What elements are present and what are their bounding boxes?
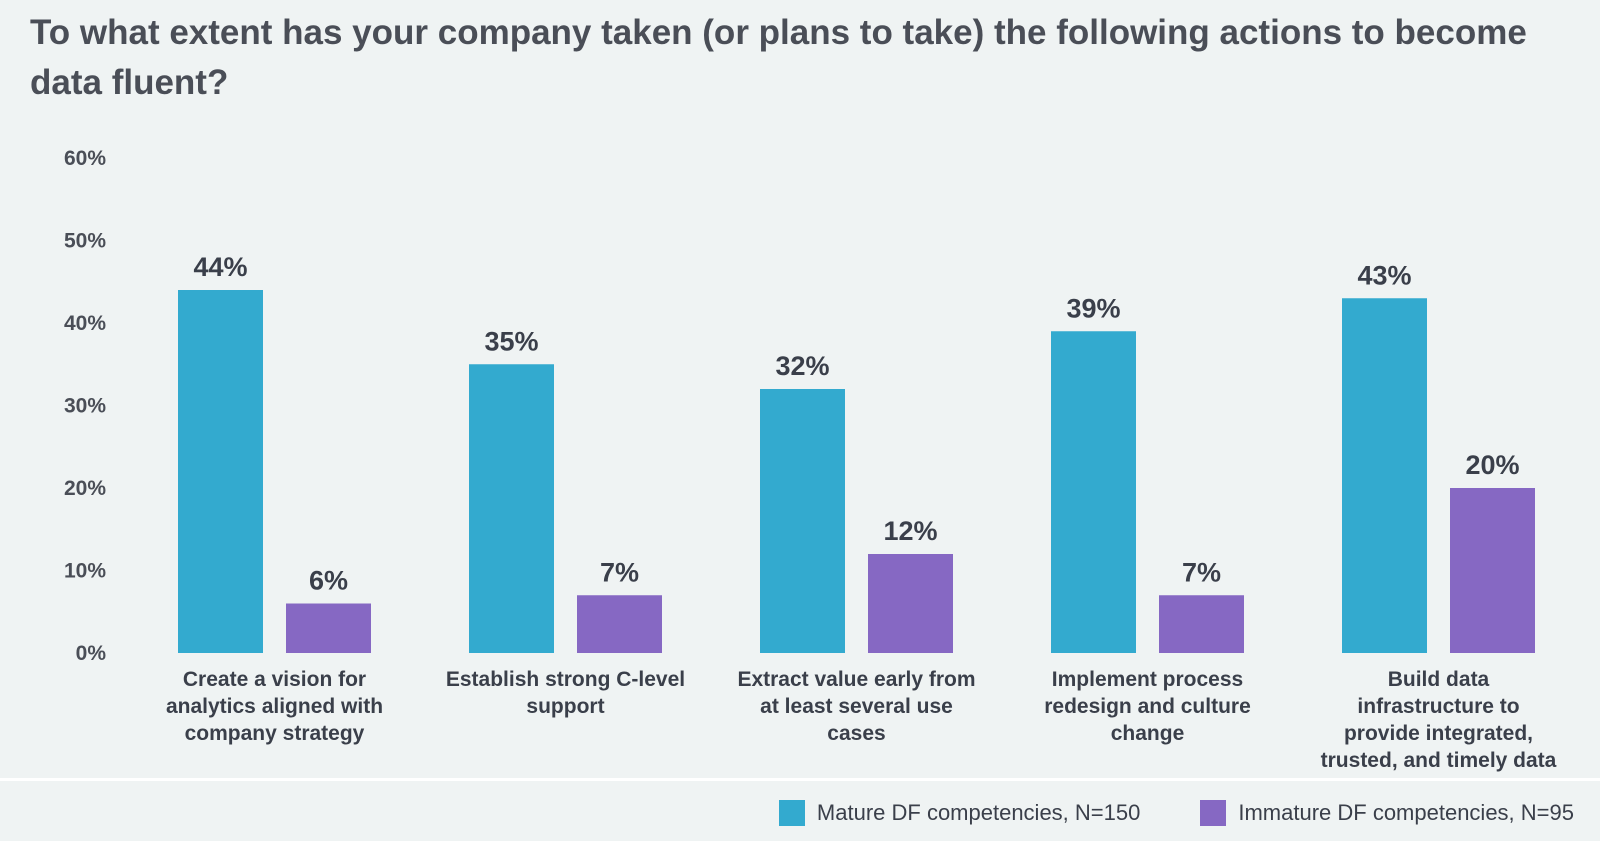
bar-mature xyxy=(1342,298,1427,653)
y-tick-label: 50% xyxy=(64,230,106,253)
chart-title: To what extent has your company taken (o… xyxy=(30,13,1527,102)
legend-swatch-mature xyxy=(778,800,805,826)
bar-chart: 0% 10% 20% 30% 40% 50% 60% 44% 6% 35% 7% 32% 12% 39% 7… xyxy=(64,147,1535,665)
bar-mature xyxy=(178,290,263,653)
legend-item-mature: Mature DF competencies, N=150 xyxy=(778,800,1141,826)
bar-mature xyxy=(1051,331,1136,653)
category-label: Implement process redesign and culture c… xyxy=(1044,668,1251,745)
bar-immature xyxy=(1159,595,1244,653)
y-tick-label: 0% xyxy=(76,642,107,665)
legend-swatch-immature xyxy=(1200,800,1227,826)
bar-immature xyxy=(286,603,371,653)
legend: Mature DF competencies, N=150 Immature D… xyxy=(778,800,1574,826)
legend-divider xyxy=(0,778,1600,781)
bar-value-label: 20% xyxy=(1465,450,1519,480)
bar-value-label: 7% xyxy=(600,557,639,587)
bar-value-label: 6% xyxy=(309,566,348,596)
legend-label-immature: Immature DF competencies, N=95 xyxy=(1238,800,1574,825)
bar-value-label: 7% xyxy=(1182,557,1221,587)
y-tick-label: 40% xyxy=(64,312,106,335)
bar-immature xyxy=(577,595,662,653)
category-label: Establish strong C-level support xyxy=(445,668,686,718)
bar-value-label: 35% xyxy=(484,326,538,356)
y-tick-label: 10% xyxy=(64,560,106,583)
y-tick-label: 30% xyxy=(64,395,106,418)
y-tick-label: 60% xyxy=(64,147,106,170)
bar-value-label: 32% xyxy=(775,351,829,381)
bar-value-label: 39% xyxy=(1066,293,1120,323)
bar-immature xyxy=(1450,488,1535,653)
category-label: Build data infrastructure to provide int… xyxy=(1320,668,1557,772)
category-label: Create a vision for analytics aligned wi… xyxy=(165,668,384,745)
bar-value-label: 44% xyxy=(193,252,247,282)
y-tick-label: 20% xyxy=(64,477,106,500)
bar-value-label: 12% xyxy=(883,516,937,546)
category-label: Extract value early from at least severa… xyxy=(737,668,976,745)
bar-value-label: 43% xyxy=(1357,260,1411,290)
bar-mature xyxy=(760,389,845,653)
bar-mature xyxy=(469,364,554,653)
legend-label-mature: Mature DF competencies, N=150 xyxy=(816,800,1141,825)
bar-immature xyxy=(868,554,953,653)
legend-item-immature: Immature DF competencies, N=95 xyxy=(1200,800,1574,826)
